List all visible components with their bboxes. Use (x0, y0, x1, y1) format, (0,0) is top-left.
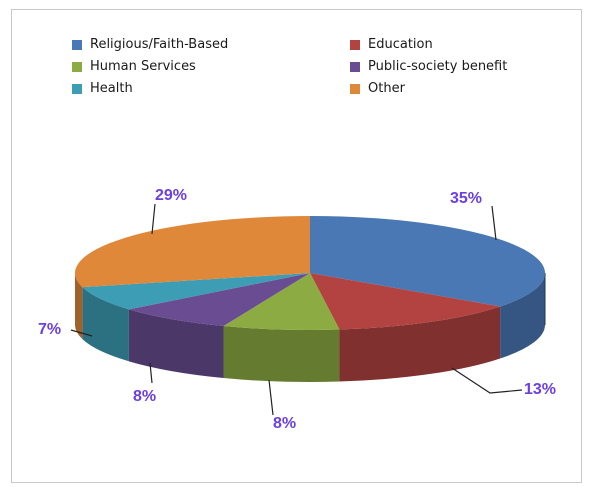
slice-side-human-services (223, 326, 340, 383)
slice-side-other (75, 273, 83, 340)
slice-side-public-society (128, 309, 224, 378)
legend-swatch (72, 83, 82, 94)
leader-lines (70, 203, 523, 416)
legend-swatch (72, 39, 82, 50)
slice-human-services (223, 273, 340, 331)
legend-label: Health (90, 81, 133, 96)
leader-line-education (451, 367, 523, 394)
legend-item-public-society: Public-society benefit (350, 58, 572, 75)
legend: Religious/Faith-Based Education Human Se… (72, 36, 572, 97)
data-label-human-services: 8% (273, 415, 296, 432)
legend-label: Human Services (90, 59, 196, 74)
legend-item-religious: Religious/Faith-Based (72, 36, 350, 53)
slice-other (74, 216, 311, 288)
data-label-religious: 35% (450, 190, 482, 207)
data-label-education: 13% (524, 381, 556, 398)
slice-health (82, 273, 310, 310)
leader-line-health (70, 329, 93, 337)
legend-item-human-services: Human Services (72, 58, 350, 75)
slice-education (310, 273, 501, 330)
legend-item-health: Health (72, 80, 350, 97)
legend-label: Other (368, 81, 405, 96)
leader-line-human-services (268, 379, 274, 416)
legend-swatch (350, 83, 360, 94)
legend-swatch (350, 61, 360, 72)
legend-item-other: Other (350, 80, 572, 97)
slice-religious (310, 216, 545, 307)
data-labels: 35% 13% 8% 8% 7% 29% (38, 187, 556, 432)
pie-slices (74, 216, 546, 383)
slice-public-society (128, 273, 310, 326)
data-label-other: 29% (155, 187, 187, 204)
slice-side-religious (500, 273, 545, 359)
leader-line-other (151, 203, 156, 235)
legend-label: Public-society benefit (368, 59, 508, 74)
chart-border (11, 9, 582, 483)
legend-swatch (350, 39, 360, 50)
leader-line-public-society (149, 362, 153, 384)
data-label-public-society: 8% (133, 388, 156, 405)
data-label-health: 7% (38, 321, 61, 338)
slice-side-education (339, 306, 501, 382)
leader-line-religious (491, 205, 497, 241)
legend-item-education: Education (350, 36, 572, 53)
legend-swatch (72, 61, 82, 72)
legend-label: Religious/Faith-Based (90, 37, 229, 52)
legend-label: Education (368, 37, 433, 52)
slice-side-health (82, 287, 129, 362)
